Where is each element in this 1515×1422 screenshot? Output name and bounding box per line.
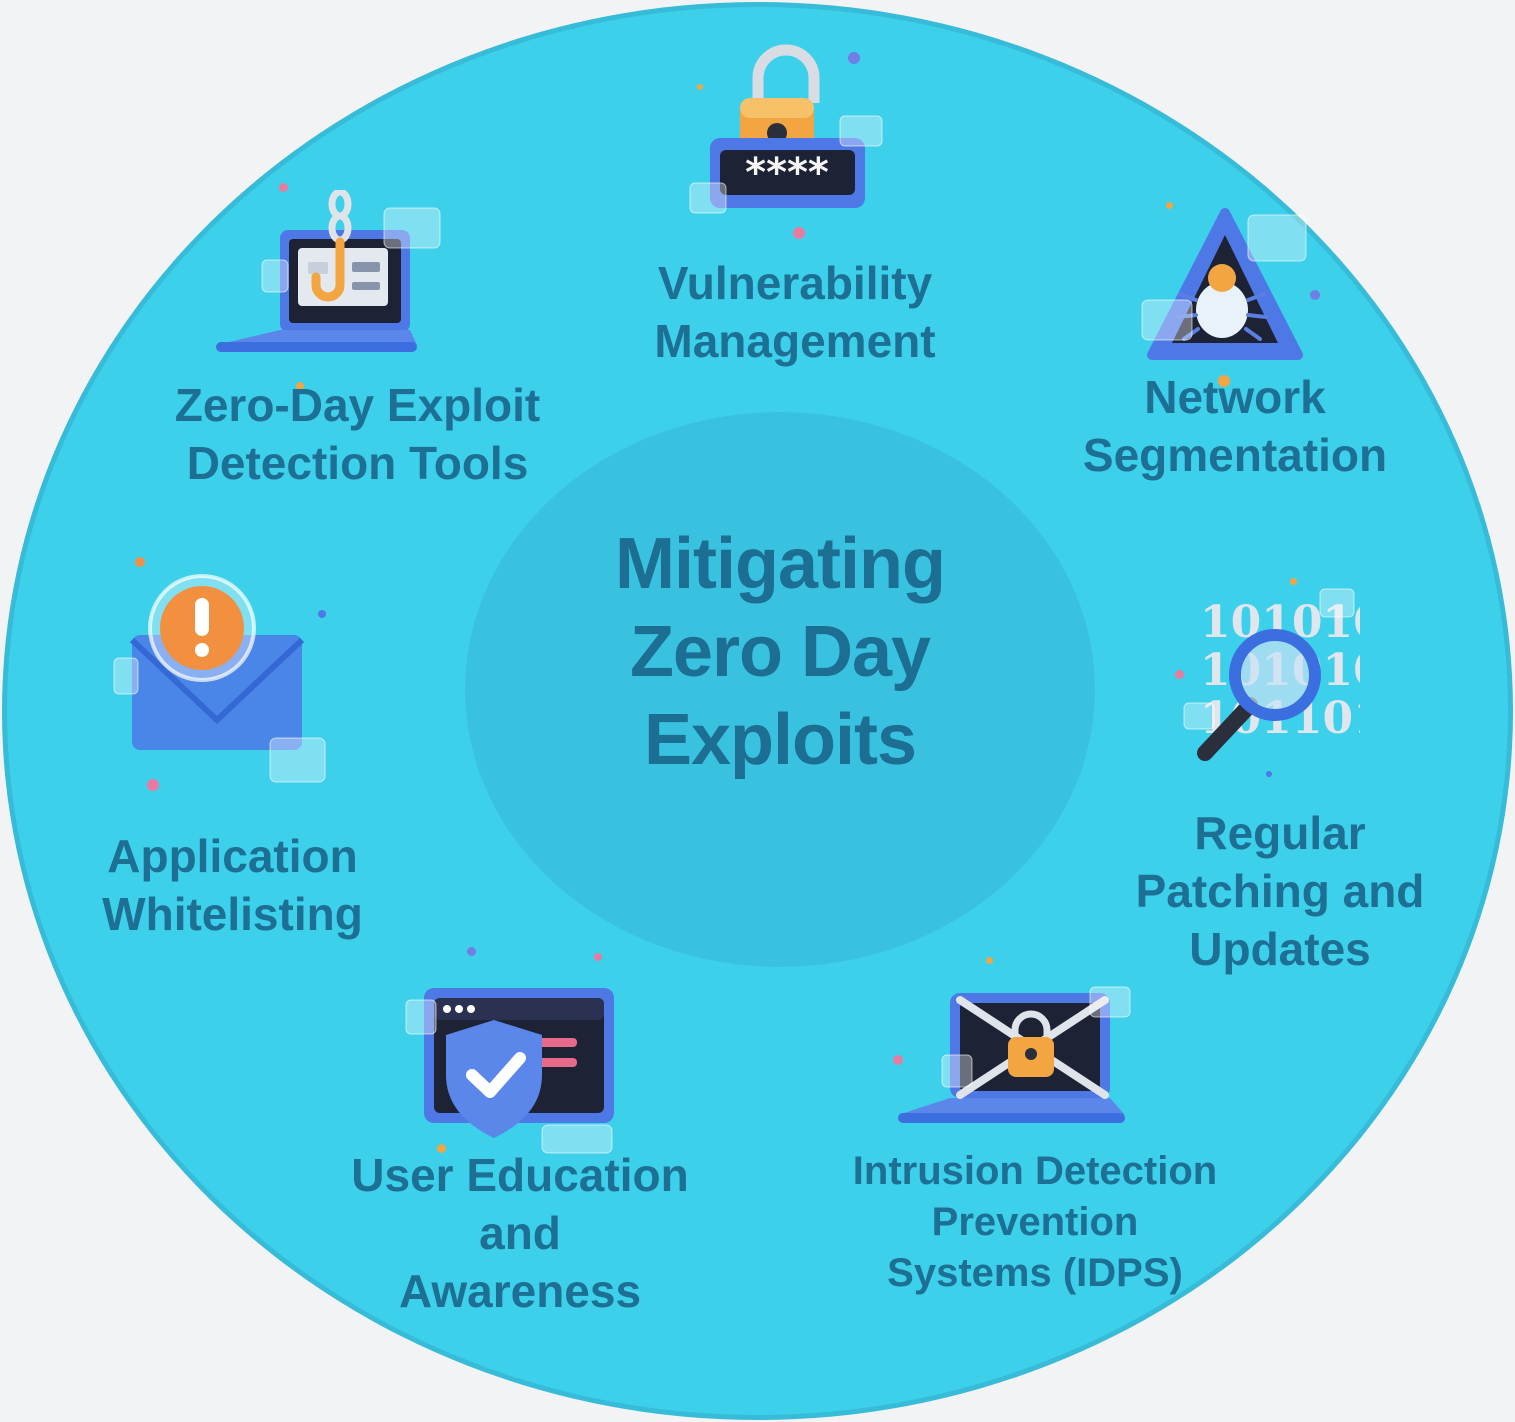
sparkle-dot [1175,670,1184,679]
label-line: and [479,1207,561,1259]
sparkle-dot [697,84,703,90]
sparkle-dot [793,227,805,239]
label-line: Prevention [931,1200,1139,1244]
label-network-segmentation: Network Segmentation [1065,368,1405,484]
sparkle-dot [893,1055,903,1065]
sparkle-dot [1266,771,1272,777]
svg-text:****: **** [745,150,829,196]
padlock-password-icon: **** [689,44,883,214]
label-line: Intrusion Detection [852,1149,1218,1193]
sparkle-dot [437,1144,446,1153]
label-line: Vulnerability [657,257,933,309]
sparkle-dot [296,382,304,390]
sparkle-dot [318,610,326,618]
label-line: Detection Tools [186,437,529,489]
sparkle-dot [147,779,159,791]
sparkle-dot [594,953,602,961]
label-line: Systems (IDPS) [887,1251,1183,1295]
label-line: Whitelisting [102,888,363,940]
warning-bug-icon [1141,208,1307,360]
label-line: User Education [351,1149,689,1201]
sparkle-dot [1218,375,1230,387]
sparkle-dot [1290,578,1297,585]
label-user-education: User Education and Awareness [340,1146,700,1320]
label-line: Management [654,315,936,367]
binary-magnifier-icon: 101010 101010 101101 [1183,588,1360,761]
center-title: Mitigating Zero Day Exploits [465,520,1095,784]
label-line: Regular [1194,807,1366,859]
chained-laptop-icon [898,986,1131,1123]
label-line: Updates [1189,923,1371,975]
label-vulnerability-management: Vulnerability Management [595,254,995,370]
sparkle-dot [848,52,860,64]
sparkle-dot [1310,290,1320,300]
sparkle-dot [135,557,145,567]
label-line: Segmentation [1082,429,1388,481]
sparkle-dot [1166,202,1173,209]
label-application-whitelisting: Application Whitelisting [85,827,380,943]
label-line: Network [1144,371,1326,423]
alert-mail-icon [113,574,326,783]
label-line: Application [107,830,358,882]
label-regular-patching: Regular Patching and Updates [1125,804,1435,978]
center-title-line: Mitigating [615,524,946,604]
label-line: Patching and [1135,865,1425,917]
inner-circle [465,412,1095,967]
label-line: Zero-Day Exploit [174,379,541,431]
shield-check-icon [405,988,614,1154]
label-zero-day-detection: Zero-Day Exploit Detection Tools [160,376,555,492]
label-idps: Intrusion Detection Prevention Systems (… [835,1146,1235,1299]
sparkle-dot [986,957,993,964]
center-title-line: Zero Day [629,612,931,692]
center-title-line: Exploits [643,700,917,780]
label-line: Awareness [398,1265,642,1317]
sparkle-dot [467,947,476,956]
phishing-laptop-icon [216,190,441,352]
sparkle-dot [279,183,288,192]
